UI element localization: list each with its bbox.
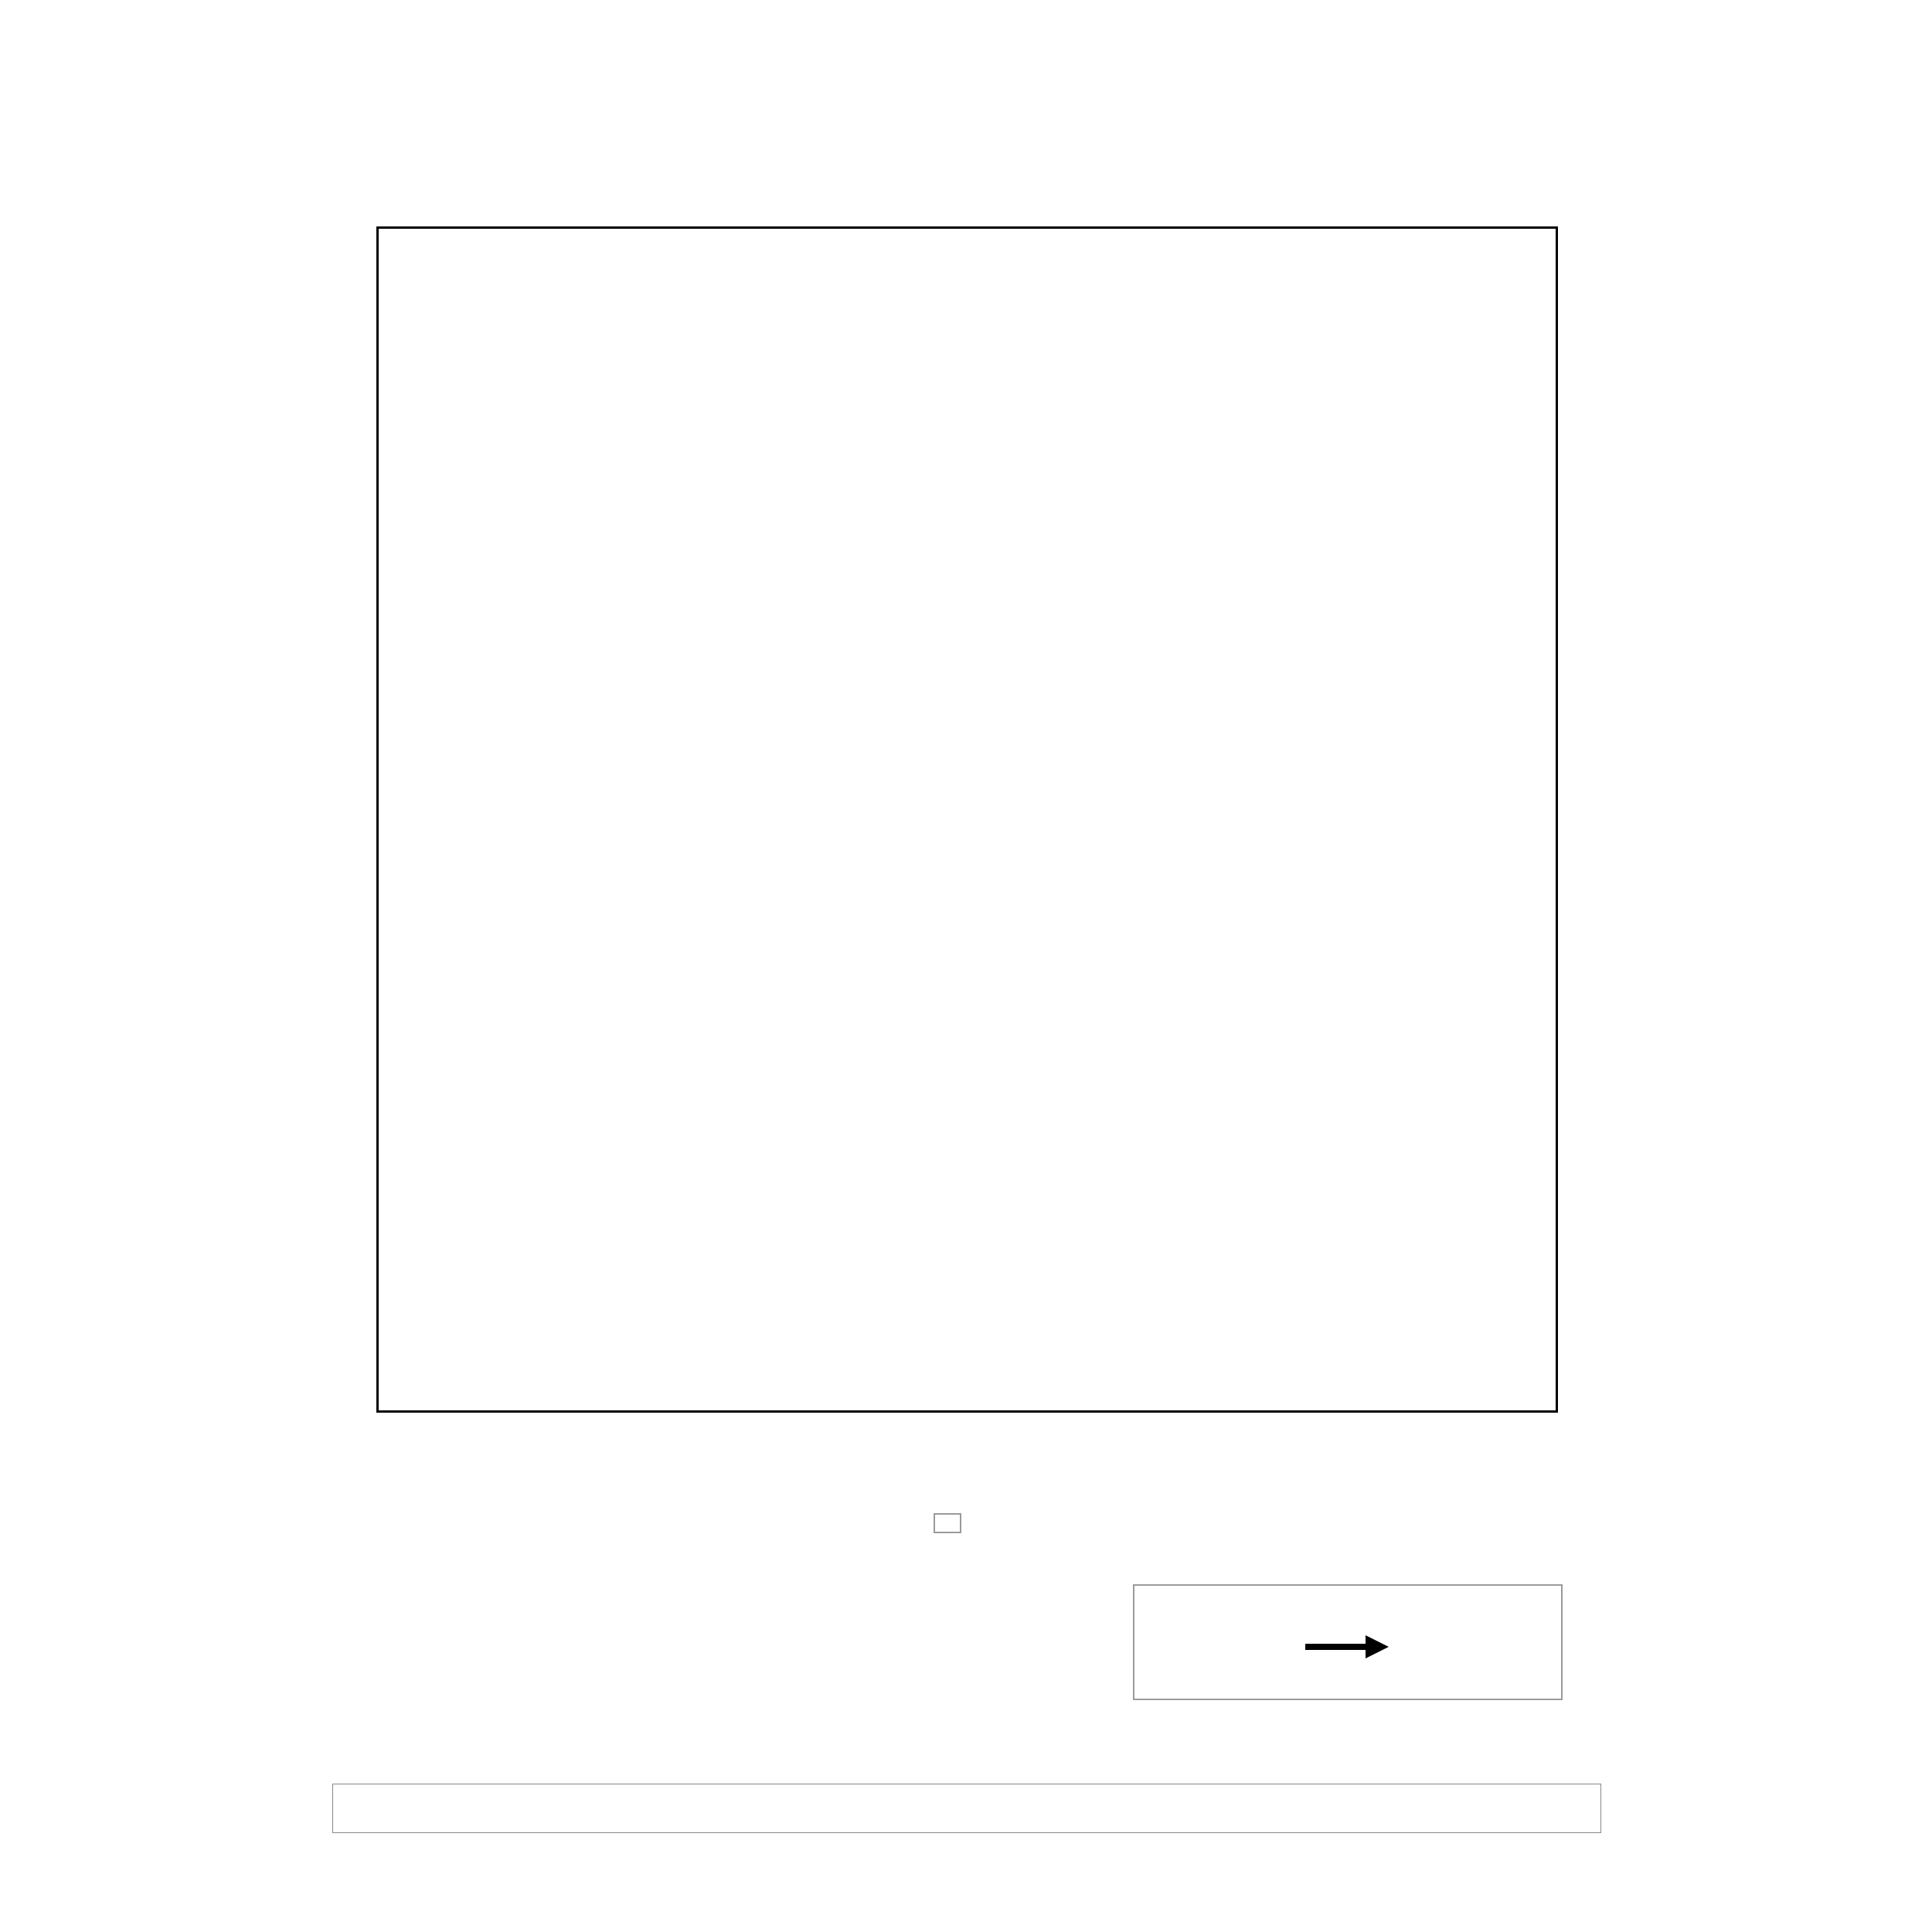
weather-map-plot[interactable] xyxy=(376,226,1558,1413)
wind-reference-box xyxy=(1133,1584,1563,1700)
wind-vector-layer xyxy=(379,229,1556,1410)
right-arrow-icon xyxy=(1305,1634,1390,1664)
colorbar-tick-labels xyxy=(332,1847,1600,1893)
pressure-legend-box xyxy=(934,1513,961,1533)
temperature-colorbar[interactable] xyxy=(332,1784,1601,1833)
temperature-field xyxy=(379,229,1556,1410)
